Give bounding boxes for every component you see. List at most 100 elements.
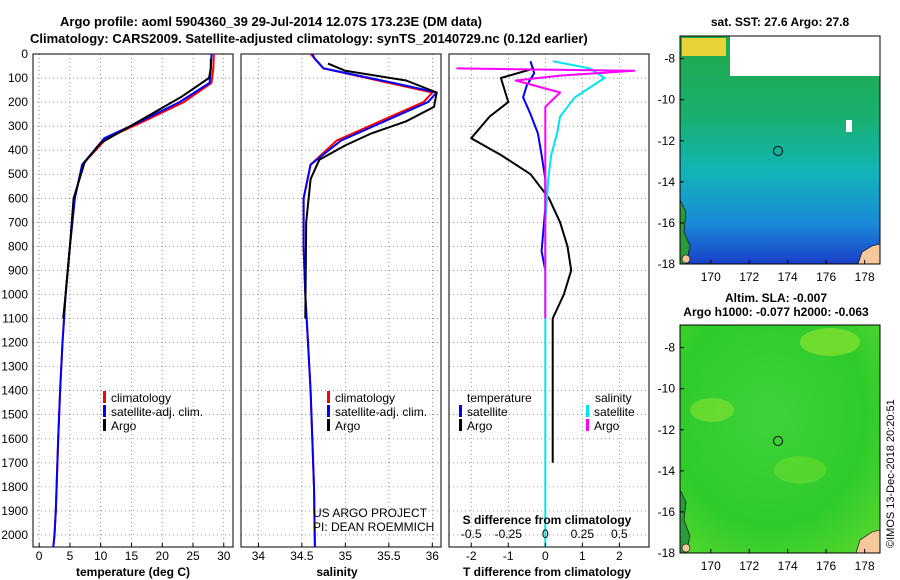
sst-map xyxy=(679,35,881,265)
legend-title-temperature: temperature xyxy=(467,391,532,405)
legend-label-argo: Argo xyxy=(111,419,137,433)
project-credit: US ARGO PROJECT xyxy=(313,506,428,520)
imos-stamp: ©IMOS 13-Dec-2018 20:20:51 xyxy=(885,399,897,548)
temperature-legend: climatology satellite-adj. clim. Argo xyxy=(103,391,203,433)
depth-tick-label: 600 xyxy=(8,191,28,205)
x-tick-label: 34.5 xyxy=(290,549,314,563)
depth-tick-label: 1800 xyxy=(1,480,28,494)
legend-swatch-argo xyxy=(327,419,330,431)
temperature-x-ticks: 0 5 10 15 20 25 30 xyxy=(36,543,231,563)
sla-bright-patch xyxy=(690,398,734,422)
legend-label-climatology: climatology xyxy=(335,391,395,405)
sla-map-frame xyxy=(679,324,881,554)
lon-tick-label: 178 xyxy=(855,270,875,284)
series-line-salinity-satellite xyxy=(544,60,606,547)
depth-tick-label: 1700 xyxy=(1,456,28,470)
depth-tick-label: 800 xyxy=(8,239,28,253)
x-tick-label: 15 xyxy=(125,549,139,563)
lat-tick-label: -16 xyxy=(658,216,676,230)
lon-tick-label: 178 xyxy=(855,559,875,573)
series-line-argo xyxy=(304,62,438,319)
lon-tick-label: 170 xyxy=(701,559,721,573)
difference-x-label: T difference from climatology xyxy=(463,565,631,579)
sla-bright-patch xyxy=(800,328,860,356)
sst-longitude-ticks: 170 172 174 176 178 xyxy=(701,260,875,284)
sst-map-title: sat. SST: 27.6 Argo: 27.8 xyxy=(711,15,850,29)
legend-label-satellite: satellite-adj. clim. xyxy=(335,405,427,419)
depth-tick-label: 1500 xyxy=(1,408,28,422)
sla-map-title2: Argo h1000: -0.077 h2000: -0.063 xyxy=(683,305,869,319)
depth-tick-label: 700 xyxy=(8,215,28,229)
x-tick-label: 36 xyxy=(426,549,440,563)
figure-title-line1: Argo profile: aoml 5904360_39 29-Jul-201… xyxy=(60,14,482,29)
legend-swatch-s-argo xyxy=(586,419,589,431)
legend-label-s-satellite: satellite xyxy=(594,405,635,419)
legend-label-argo: Argo xyxy=(335,419,361,433)
sla-latitude-ticks: -8 -10 -12 -14 -16 -18 xyxy=(658,341,684,560)
lat-tick-label: -10 xyxy=(658,382,676,396)
depth-tick-label: 1000 xyxy=(1,287,28,301)
temperature-panel-grid xyxy=(33,53,233,547)
s-difference-label: S difference from climatology xyxy=(463,513,632,527)
legend-swatch-satellite xyxy=(103,405,106,417)
x-tick-label: 35.5 xyxy=(377,549,401,563)
depth-axis-labels: 0 100 200 300 400 500 600 700 800 900 1000 1100 1200… xyxy=(1,47,28,542)
sst-cloud-gap xyxy=(730,36,880,76)
x-tick-label: 1 xyxy=(579,549,586,563)
lat-tick-label: -14 xyxy=(658,464,676,478)
depth-tick-label: 2000 xyxy=(1,528,28,542)
depth-tick-label: 1100 xyxy=(2,312,28,326)
sst-land-dot xyxy=(681,254,691,264)
depth-tick-label: 1400 xyxy=(1,384,28,398)
sst-cloud-spot xyxy=(846,120,852,132)
lat-tick-label: -12 xyxy=(658,423,676,437)
lon-tick-label: 176 xyxy=(816,559,836,573)
salinity-series xyxy=(302,54,438,547)
temperature-series xyxy=(52,54,215,547)
depth-tick-label: 900 xyxy=(8,263,28,277)
legend-label-climatology: climatology xyxy=(111,391,171,405)
temperature-x-label: temperature (deg C) xyxy=(76,565,190,579)
depth-tick-label: 300 xyxy=(8,119,28,133)
legend-swatch-t-satellite xyxy=(459,405,462,417)
depth-tick-label: 500 xyxy=(8,167,28,181)
x-tick-label: 5 xyxy=(67,549,74,563)
salinity-difference-ticks: -0.5 -0.25 0 0.25 0.5 xyxy=(461,527,628,541)
sst-latitude-ticks: -8 -10 -12 -14 -16 -18 xyxy=(658,52,684,271)
x-tick-label: 10 xyxy=(94,549,108,563)
lon-tick-label: 170 xyxy=(701,270,721,284)
lat-tick-label: -8 xyxy=(664,341,675,355)
sla-map xyxy=(679,324,881,554)
salinity-x-ticks: 34 34.5 35 35.5 36 xyxy=(252,543,440,563)
series-line-salinity-argo xyxy=(456,67,636,319)
series-line-argo xyxy=(62,58,212,319)
sla-map-title1: Altim. SLA: -0.007 xyxy=(725,291,827,305)
difference-legend: temperature salinity satellite Argo sate… xyxy=(459,391,635,433)
depth-tick-label: 400 xyxy=(8,143,28,157)
x-tick-label: -0.25 xyxy=(495,527,523,541)
sla-map-background xyxy=(680,325,880,553)
legend-swatch-climatology xyxy=(327,391,330,403)
lat-tick-label: -12 xyxy=(658,134,676,148)
legend-swatch-s-satellite xyxy=(586,405,589,417)
temperature-panel-frame xyxy=(32,53,234,548)
depth-tick-label: 100 xyxy=(8,71,28,85)
x-tick-label: 0 xyxy=(542,549,549,563)
difference-x-ticks: -2 -1 0 1 2 xyxy=(466,543,623,563)
argo-position-marker xyxy=(773,146,783,156)
lon-tick-label: 174 xyxy=(778,559,798,573)
legend-title-salinity: salinity xyxy=(595,391,632,405)
legend-label-satellite: satellite-adj. clim. xyxy=(111,405,203,419)
series-line-temperature-satellite xyxy=(522,60,547,271)
x-tick-label: -0.5 xyxy=(461,527,482,541)
x-tick-label: 0.5 xyxy=(611,527,628,541)
difference-series xyxy=(456,60,636,547)
pi-credit: PI: DEAN ROEMMICH xyxy=(313,520,434,534)
x-tick-label: 25 xyxy=(186,549,200,563)
argo-position-marker xyxy=(773,436,783,446)
figure-title-line2: Climatology: CARS2009. Satellite-adjuste… xyxy=(30,31,588,46)
depth-tick-label: 1300 xyxy=(1,360,28,374)
salinity-panel-frame xyxy=(240,53,442,548)
lon-tick-label: 172 xyxy=(739,559,759,573)
